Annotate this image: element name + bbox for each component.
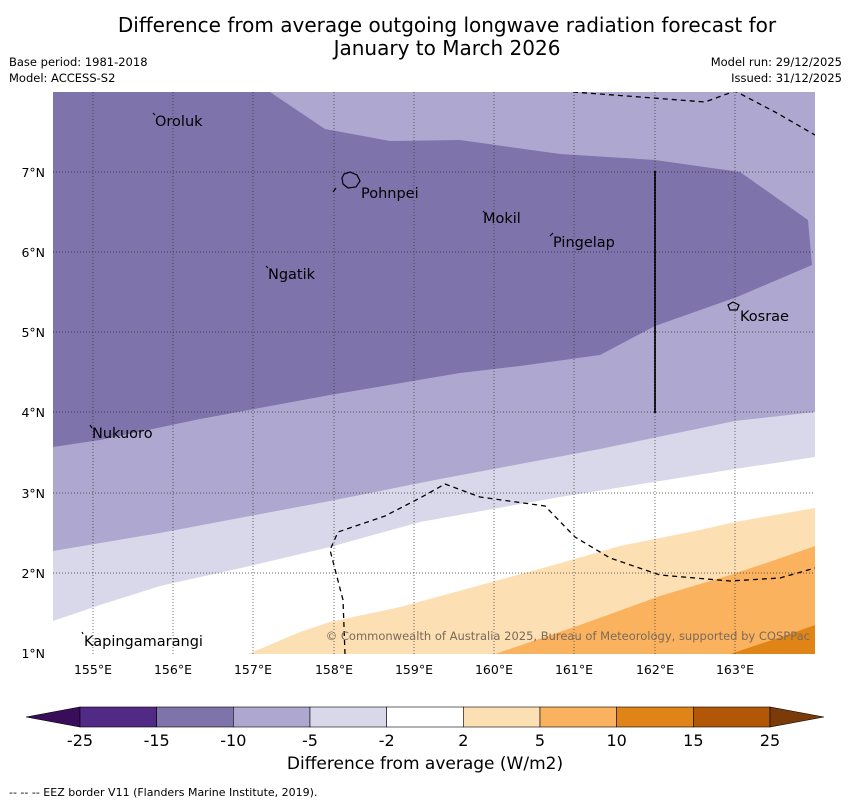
colorbar-tick-label: 5: [535, 731, 545, 750]
place-label: Kapingamarangi: [84, 634, 203, 650]
place-label: Kosrae: [740, 309, 789, 325]
colorbar-segment: [463, 706, 541, 728]
colorbar-tick-label: -10: [220, 731, 246, 750]
colorbar-segment: [309, 706, 387, 728]
colorbar: -25 -15 -10 -5 -2 2 5 10 15 25: [25, 706, 825, 750]
lon-label: 162°E: [636, 662, 674, 677]
place-label: Nukuoro: [92, 426, 153, 442]
lon-label: 159°E: [395, 662, 433, 677]
colorbar-tick-label: 15: [683, 731, 703, 750]
kosrae-island-icon: [727, 301, 740, 311]
colorbar-segment: [386, 706, 464, 728]
colorbar-title: Difference from average (W/m2): [286, 754, 564, 774]
band-minus-10-to-minus-15: [53, 92, 812, 447]
island-shapes: [81, 112, 740, 635]
colorbar-tick-label: -5: [302, 731, 318, 750]
colorbar-segment: [79, 706, 157, 728]
place-label: Oroluk: [155, 114, 203, 130]
colorbar-segment: [233, 706, 311, 728]
lat-label: 1°N: [21, 646, 45, 661]
lat-label: 3°N: [21, 486, 45, 501]
colorbar-segment: [156, 706, 234, 728]
issued-date: Issued: 31/12/2025: [731, 71, 842, 85]
lon-label: 155°E: [74, 662, 112, 677]
lat-label: 7°N: [21, 165, 45, 180]
lon-label: 158°E: [315, 662, 353, 677]
band-10-to-15: [730, 625, 815, 654]
axis-labels: 155°E 156°E 157°E 158°E 159°E 160°E 161°…: [21, 165, 754, 677]
eez-footnote: -- -- -- EEZ border V11 (Flanders Marine…: [9, 786, 318, 799]
meta-left: Base period: 1981-2018 Model: ACCESS-S2: [9, 54, 148, 86]
title-line-2: January to March 2026: [333, 36, 561, 60]
grid-lines: [53, 92, 815, 654]
colorbar-extend-high: [769, 706, 825, 728]
lon-label: 156°E: [154, 662, 192, 677]
place-label: Mokil: [483, 211, 521, 227]
colorbar-segment: [693, 706, 771, 728]
lat-label: 2°N: [21, 566, 45, 581]
colorbar-tick-label: -15: [144, 731, 170, 750]
colorbar-segment: [616, 706, 694, 728]
eez-border-lines: [329, 92, 815, 654]
lon-label: 161°E: [555, 662, 593, 677]
model-name: Model: ACCESS-S2: [9, 71, 116, 85]
colorbar-tick-label: 10: [606, 731, 626, 750]
place-label: Ngatik: [268, 267, 316, 283]
anomaly-fields: Oroluk Pohnpei Mokil Pingelap Ngatik Kos…: [53, 92, 815, 654]
lat-label: 6°N: [21, 245, 45, 260]
lat-label: 4°N: [21, 405, 45, 420]
lon-label: 163°E: [716, 662, 754, 677]
place-label: Pingelap: [553, 235, 615, 251]
base-period: Base period: 1981-2018: [9, 55, 148, 69]
colorbar-tick-label: -2: [379, 731, 395, 750]
colorbar-tick-label: 25: [760, 731, 780, 750]
copyright-text: © Commonwealth of Australia 2025, Bureau…: [326, 629, 810, 643]
lon-label: 157°E: [234, 662, 272, 677]
colorbar-extend-low: [25, 706, 81, 728]
meta-right: Model run: 29/12/2025 Issued: 31/12/2025: [711, 54, 842, 86]
title-line-1: Difference from average outgoing longwav…: [117, 13, 777, 37]
lat-label: 5°N: [21, 325, 45, 340]
colorbar-tick-label: -25: [67, 731, 93, 750]
colorbar-tick-label: 2: [458, 731, 468, 750]
place-labels: Oroluk Pohnpei Mokil Pingelap Ngatik Kos…: [84, 114, 789, 650]
pohnpei-island-icon: [341, 171, 361, 189]
model-run: Model run: 29/12/2025: [710, 55, 842, 69]
place-label: Pohnpei: [361, 186, 419, 202]
lon-label: 160°E: [475, 662, 513, 677]
colorbar-segment: [539, 706, 617, 728]
map-title: Difference from average outgoing longwav…: [0, 14, 850, 60]
